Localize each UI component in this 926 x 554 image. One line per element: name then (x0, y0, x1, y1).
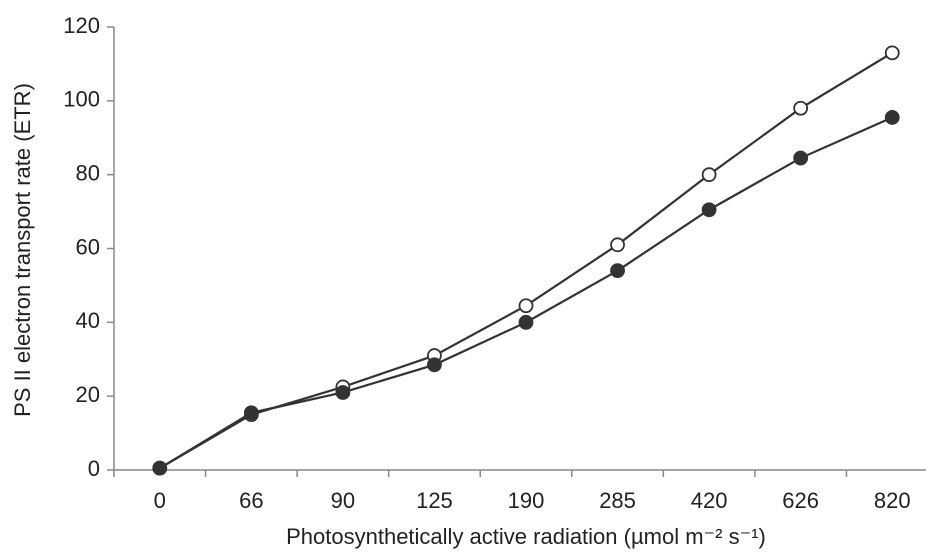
data-point (243, 405, 259, 421)
x-tick-label: 626 (782, 488, 819, 513)
data-point (884, 110, 900, 125)
y-tick-label: 100 (63, 87, 100, 112)
y-tick-label: 120 (63, 13, 100, 38)
y-tick-label: 40 (76, 308, 100, 333)
y-tick-label: 80 (76, 160, 100, 185)
data-point (518, 314, 534, 330)
data-point (701, 167, 717, 183)
x-tick-label: 0 (154, 488, 166, 513)
data-point (701, 202, 717, 218)
data-point (793, 150, 809, 166)
x-axis-label: Photosynthetically active radiation (µmo… (286, 524, 766, 549)
x-tick-label: 190 (508, 488, 545, 513)
data-point (610, 237, 625, 253)
x-tick-label: 420 (691, 488, 728, 513)
data-point (335, 385, 351, 400)
data-point (518, 298, 534, 314)
x-tick-label: 285 (599, 488, 636, 513)
y-tick-label: 0 (88, 456, 100, 481)
data-point (610, 263, 625, 279)
data-point (152, 460, 168, 476)
y-tick-label: 60 (76, 234, 100, 259)
y-axis-label: PS II electron transport rate (ETR) (10, 83, 35, 417)
x-tick-label: 125 (416, 488, 453, 513)
x-tick-label: 66 (239, 488, 263, 513)
series-line (159, 116, 893, 470)
y-tick-label: 20 (76, 382, 100, 407)
x-tick-label: 820 (874, 488, 911, 513)
data-point (884, 45, 900, 61)
data-point (793, 100, 809, 116)
data-point (427, 357, 442, 373)
series-line (159, 51, 893, 470)
x-tick-label: 90 (331, 488, 355, 513)
